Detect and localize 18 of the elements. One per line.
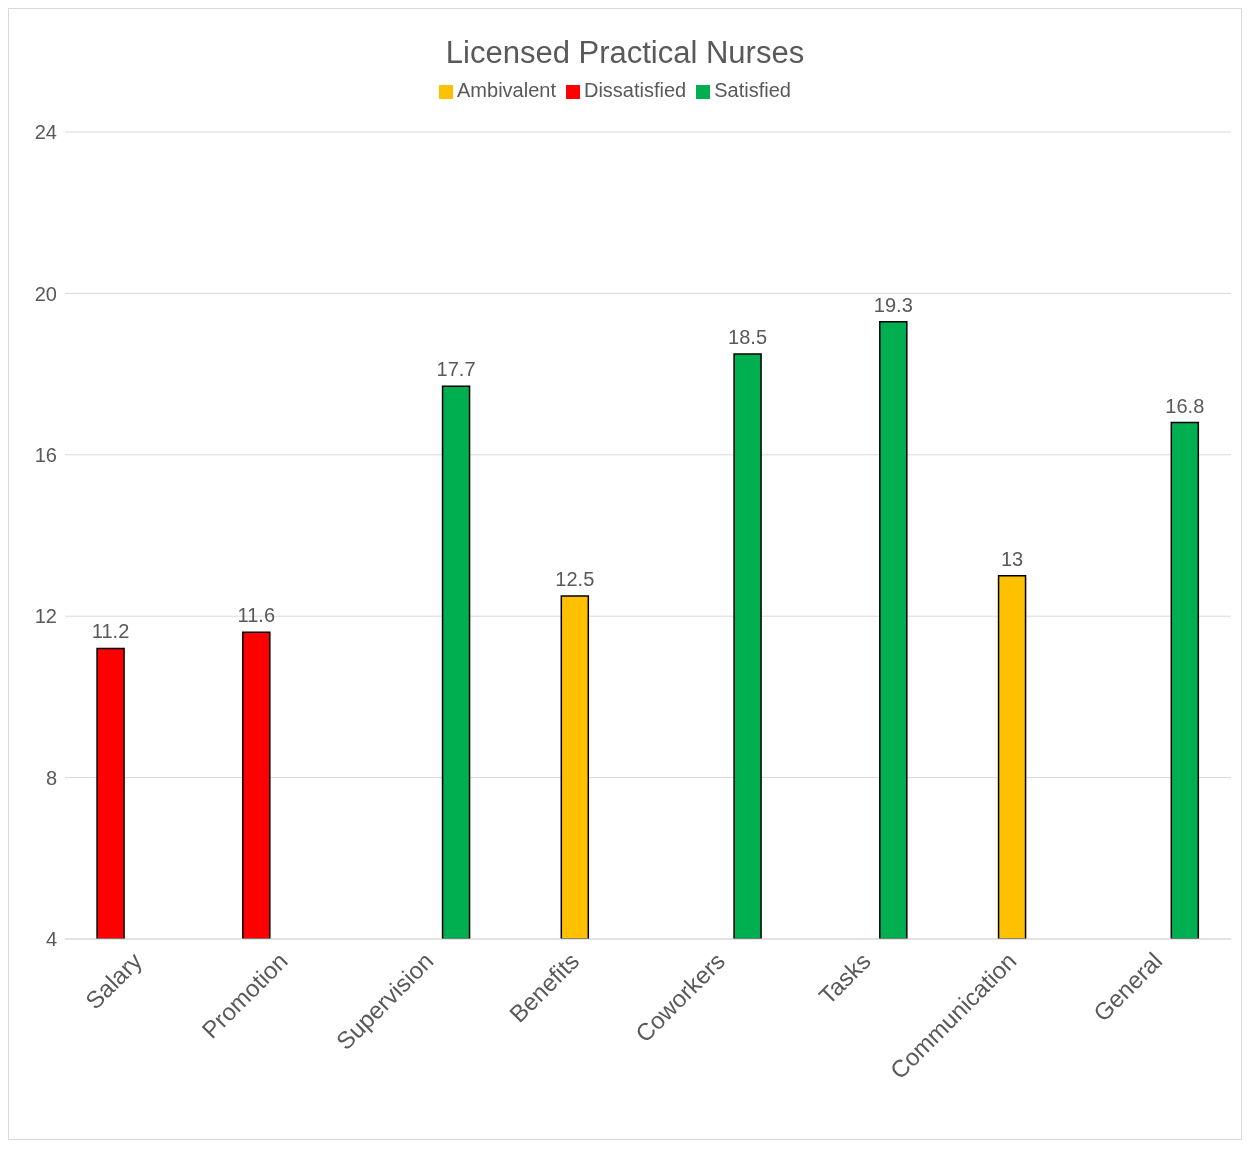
data-label: 11.2	[91, 620, 130, 643]
data-label: 16.8	[1165, 394, 1205, 417]
legend-label: Satisfied	[714, 79, 791, 101]
legend-label: Ambivalent	[457, 79, 556, 101]
data-label: 12.5	[555, 568, 595, 591]
y-tick-label: 4	[45, 928, 57, 951]
data-label: 13	[1000, 547, 1024, 570]
chart-title: Licensed Practical Nurses	[444, 34, 806, 72]
data-label: 17.7	[436, 358, 476, 381]
y-tick-label: 8	[45, 766, 57, 789]
data-label: 19.3	[873, 293, 913, 316]
y-tick-label: 24	[34, 121, 57, 144]
legend-label: Dissatisfied	[583, 79, 687, 101]
y-tick-label: 12	[34, 605, 57, 628]
data-label: 11.6	[237, 604, 276, 627]
y-tick-label: 20	[34, 282, 57, 305]
y-tick-label: 16	[34, 443, 57, 466]
data-label: 18.5	[728, 325, 768, 348]
